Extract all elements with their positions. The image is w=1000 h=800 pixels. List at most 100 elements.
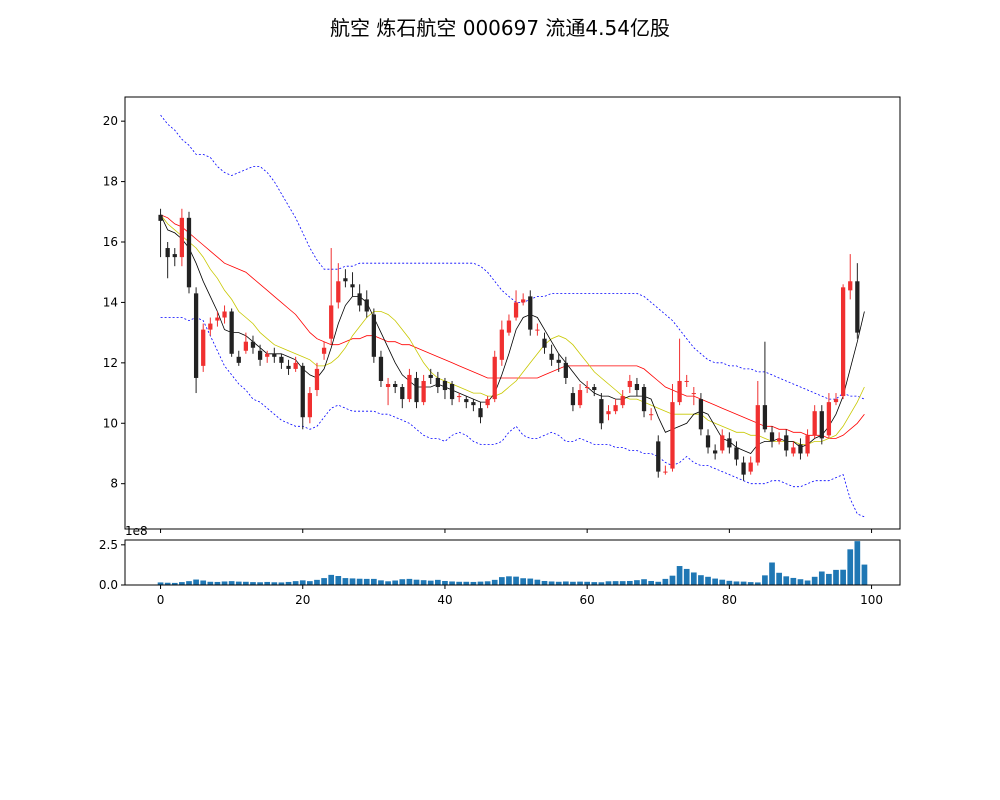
candle-body xyxy=(393,383,398,388)
candle-body xyxy=(606,411,611,415)
candle-body xyxy=(656,441,661,472)
volume-bar xyxy=(349,578,356,585)
candle xyxy=(698,393,704,436)
candle-body xyxy=(741,462,746,475)
volume-bar xyxy=(719,579,726,585)
price-ytick-label: 14 xyxy=(103,295,118,309)
candle xyxy=(186,211,192,294)
candle xyxy=(727,432,732,454)
volume-bar xyxy=(861,564,868,585)
candle-body xyxy=(336,281,341,303)
candle-body xyxy=(698,399,704,430)
candle xyxy=(314,362,320,397)
candle-body xyxy=(613,405,618,412)
candle xyxy=(343,269,348,288)
volume-bar xyxy=(193,579,199,585)
price-ytick-label: 20 xyxy=(103,114,118,128)
candle xyxy=(741,456,746,481)
candle-body xyxy=(641,387,647,412)
candle xyxy=(812,405,817,439)
candle xyxy=(677,338,682,406)
candle-body xyxy=(585,387,590,389)
candle-body xyxy=(279,356,284,363)
volume-bar xyxy=(435,579,441,585)
candle xyxy=(279,353,284,369)
candle-body xyxy=(257,350,263,360)
xtick-label: 20 xyxy=(295,593,310,607)
candle-body xyxy=(272,353,277,357)
volume-bar xyxy=(335,576,342,585)
candle-body xyxy=(649,414,654,416)
volume-bar xyxy=(591,582,598,585)
volume-bar xyxy=(171,582,178,585)
candle xyxy=(300,362,305,430)
candle xyxy=(378,350,384,388)
volume-bar xyxy=(484,581,491,585)
candle-body xyxy=(158,214,163,221)
volume-bar xyxy=(612,581,619,585)
volume-bar xyxy=(776,572,782,585)
candle-body xyxy=(236,356,241,363)
candle-body xyxy=(691,393,696,395)
candle xyxy=(201,323,206,372)
candle xyxy=(385,377,391,406)
candle-body xyxy=(471,402,476,406)
candle xyxy=(165,242,170,279)
candle-body xyxy=(684,380,689,382)
candle xyxy=(641,383,647,418)
candle-body xyxy=(179,217,185,258)
candle-body xyxy=(592,387,597,391)
volume-bar xyxy=(314,579,320,585)
candle xyxy=(421,374,426,406)
volume-bar xyxy=(463,581,470,585)
xtick-label: 80 xyxy=(722,593,737,607)
volume-bar xyxy=(228,581,235,585)
candle xyxy=(499,320,504,366)
volume-bar xyxy=(520,578,527,585)
candle-body xyxy=(784,435,789,451)
candle-body xyxy=(855,281,860,333)
candle-body xyxy=(286,365,291,369)
volume-bar xyxy=(164,582,171,585)
volume-bar xyxy=(392,580,399,585)
volume-bar xyxy=(804,580,811,585)
volume-bar xyxy=(527,578,534,585)
candle xyxy=(840,284,846,400)
candle xyxy=(848,254,853,300)
candle-body xyxy=(769,432,775,442)
candle xyxy=(293,356,298,372)
candle xyxy=(570,387,576,412)
candle-body xyxy=(400,387,405,400)
candle xyxy=(627,374,632,394)
candle xyxy=(684,374,689,388)
candle xyxy=(307,387,312,424)
candle xyxy=(179,208,185,267)
candle xyxy=(321,341,327,360)
candle xyxy=(784,429,789,457)
candle-body xyxy=(407,374,412,400)
candle xyxy=(791,441,796,457)
candle-body xyxy=(599,399,604,424)
candle xyxy=(776,432,782,445)
volume-bar xyxy=(271,582,278,585)
candle xyxy=(755,380,760,466)
candle xyxy=(535,323,540,336)
candle-body xyxy=(250,341,256,348)
volume-bar xyxy=(676,566,683,585)
volume-bar xyxy=(534,579,541,585)
ma5-line xyxy=(160,214,865,454)
candle-body xyxy=(229,311,234,354)
candle-body xyxy=(222,311,227,318)
candle xyxy=(336,263,341,309)
candle xyxy=(528,290,533,336)
candle xyxy=(435,371,440,394)
candle-body xyxy=(848,281,853,291)
price-ytick-label: 18 xyxy=(103,175,118,189)
volume-bar xyxy=(712,578,718,585)
xtick-label: 0 xyxy=(157,593,165,607)
volume-bar xyxy=(840,569,846,585)
volume-bar xyxy=(292,581,299,585)
candle xyxy=(414,371,419,409)
candle xyxy=(805,429,810,457)
candle-body xyxy=(165,248,170,258)
